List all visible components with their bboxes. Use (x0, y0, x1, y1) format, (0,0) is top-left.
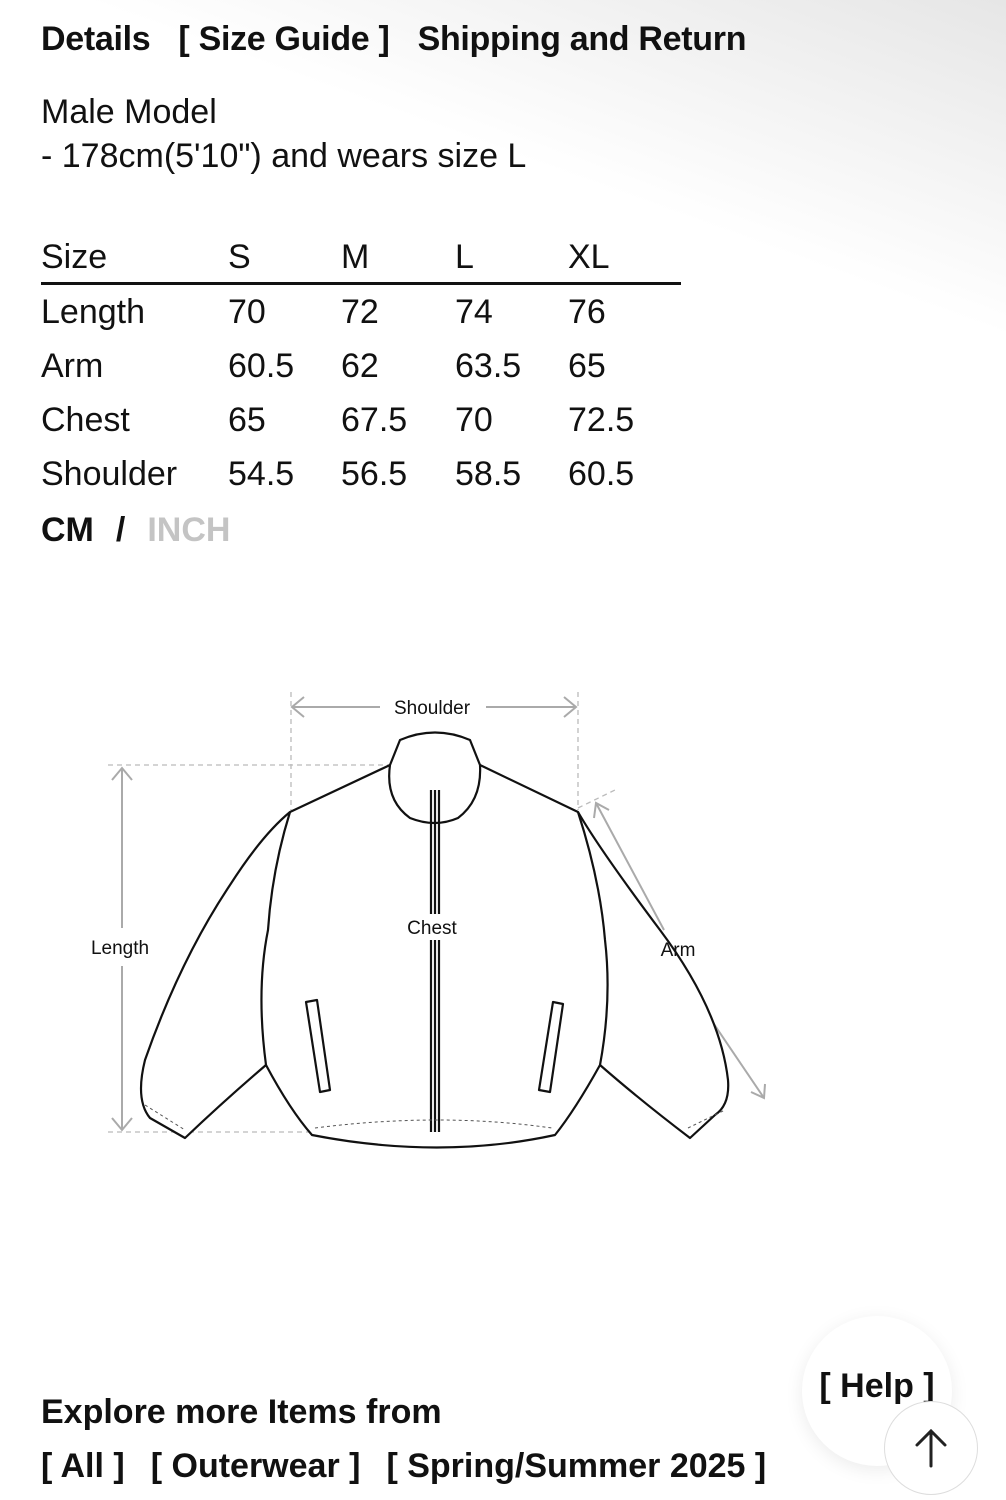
unit-inch[interactable]: INCH (147, 511, 231, 549)
chest-label: Chest (407, 918, 457, 939)
model-desc: - 178cm(5'10") and wears size L (41, 137, 527, 175)
cell: 72 (341, 292, 379, 331)
cell: 54.5 (228, 454, 295, 493)
tab-size-guide[interactable]: [ Size Guide ] (178, 20, 390, 58)
unit-toggle: CM / INCH (41, 511, 230, 550)
info-tabs: Details [ Size Guide ] Shipping and Retu… (41, 20, 746, 59)
table-row: Arm 60.5 62 63.5 65 (41, 339, 681, 393)
header-cell: Size (41, 232, 228, 285)
table-row: Chest 65 67.5 70 72.5 (41, 393, 681, 447)
header-cell: S (228, 232, 341, 285)
cell: 60.5 (568, 454, 635, 493)
jacket-measurement-diagram: Shoulder Chest Length Arm (91, 692, 766, 1149)
cell: 65 (568, 346, 606, 385)
cell: 67.5 (341, 400, 408, 439)
length-label: Length (91, 938, 149, 959)
cell: 70 (455, 400, 493, 439)
header-cell: M (341, 232, 455, 285)
tab-shipping-return[interactable]: Shipping and Return (417, 20, 747, 58)
row-label: Shoulder (41, 454, 178, 493)
link-ss2025[interactable]: [ Spring/Summer 2025 ] (386, 1447, 767, 1485)
tab-details[interactable]: Details (41, 20, 151, 58)
link-outerwear[interactable]: [ Outerwear ] (150, 1447, 361, 1485)
header-cell: XL (568, 232, 681, 285)
link-all[interactable]: [ All ] (41, 1447, 125, 1485)
cell: 62 (341, 346, 379, 385)
size-table: Size S M L XL Length 70 72 74 76 Arm 60.… (41, 232, 681, 501)
model-info: Male Model - 178cm(5'10") and wears size… (41, 90, 526, 178)
cell: 74 (455, 292, 493, 331)
table-row: Length 70 72 74 76 (41, 284, 681, 340)
explore-title: Explore more Items from (41, 1393, 442, 1431)
jacket-outline (139, 731, 730, 1149)
arrow-up-icon (915, 1428, 947, 1468)
cell: 63.5 (455, 346, 522, 385)
cell: 58.5 (455, 454, 522, 493)
unit-separator: / (115, 511, 126, 549)
header-cell: L (455, 232, 568, 285)
arm-label: Arm (661, 940, 696, 961)
row-label: Arm (41, 346, 104, 385)
table-row: Shoulder 54.5 56.5 58.5 60.5 (41, 447, 681, 501)
shoulder-label: Shoulder (394, 698, 471, 719)
cell: 65 (228, 400, 266, 439)
cell: 56.5 (341, 454, 408, 493)
table-header: Size S M L XL (41, 232, 681, 285)
cell: 60.5 (228, 346, 295, 385)
cell: 72.5 (568, 400, 635, 439)
unit-cm[interactable]: CM (41, 511, 94, 549)
cell: 70 (228, 292, 266, 331)
cell: 76 (568, 292, 606, 331)
hem-stitching (144, 1104, 726, 1131)
row-label: Chest (41, 400, 130, 439)
row-label: Length (41, 292, 145, 331)
explore-links: [ All ] [ Outerwear ] [ Spring/Summer 20… (41, 1447, 766, 1486)
model-title: Male Model (41, 93, 217, 131)
guide-lines (108, 692, 616, 1133)
scroll-top-button[interactable] (884, 1401, 978, 1495)
